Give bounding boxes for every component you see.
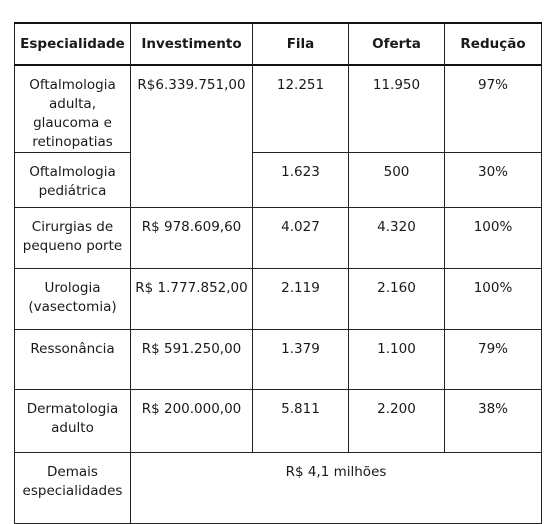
table-row: Demais especialidades R$ 4,1 milhões (14, 452, 542, 524)
cell-demais-total: R$ 4,1 milhões (130, 452, 542, 524)
header-fila: Fila (252, 22, 349, 66)
cell-fila: 1.379 (252, 329, 349, 390)
cell-investimento: R$ 978.609,60 (130, 207, 253, 269)
cell-especialidade: Demais especialidades (14, 452, 131, 524)
cell-especialidade: Cirurgias de pequeno porte (14, 207, 131, 269)
cell-oferta: 2.160 (348, 268, 445, 330)
table-row: Urologia (vasectomia) R$ 1.777.852,00 2.… (14, 268, 542, 330)
cell-investimento: R$6.339.751,00 (130, 64, 253, 208)
table-row: Dermatologia adulto R$ 200.000,00 5.811 … (14, 389, 542, 453)
table-row: Oftalmologia adulta, glaucoma e retinopa… (14, 64, 542, 208)
cell-reducao: 38% (444, 389, 542, 453)
header-reducao: Redução (444, 22, 542, 66)
cell-fila: 2.119 (252, 268, 349, 330)
cell-oferta: 11.950 (348, 64, 445, 153)
cell-reducao: 97% (444, 64, 542, 153)
cell-oferta: 1.100 (348, 329, 445, 390)
table-row: Oftalmologia pediátrica 1.623 500 30% (14, 152, 542, 208)
cell-fila: 5.811 (252, 389, 349, 453)
cell-fila: 4.027 (252, 207, 349, 269)
cell-investimento: R$ 591.250,00 (130, 329, 253, 390)
cell-especialidade: Oftalmologia adulta, glaucoma e retinopa… (14, 64, 131, 153)
cell-reducao: 79% (444, 329, 542, 390)
cell-reducao: 30% (444, 152, 542, 208)
cell-oferta: 4.320 (348, 207, 445, 269)
header-investimento: Investimento (130, 22, 253, 66)
cell-especialidade: Ressonância (14, 329, 131, 390)
cell-investimento: R$ 1.777.852,00 (130, 268, 253, 330)
cell-especialidade: Urologia (vasectomia) (14, 268, 131, 330)
cell-reducao: 100% (444, 268, 542, 330)
table-row: Cirurgias de pequeno porte R$ 978.609,60… (14, 207, 542, 269)
cell-oferta: 500 (348, 152, 445, 208)
cell-especialidade: Oftalmologia pediátrica (14, 152, 131, 208)
table-header-row: Especialidade Investimento Fila Oferta R… (14, 22, 542, 66)
cell-especialidade: Dermatologia adulto (14, 389, 131, 453)
cell-investimento: R$ 200.000,00 (130, 389, 253, 453)
cell-reducao: 100% (444, 207, 542, 269)
table-row: Ressonância R$ 591.250,00 1.379 1.100 79… (14, 329, 542, 390)
cell-oferta: 2.200 (348, 389, 445, 453)
cell-fila: 12.251 (252, 64, 349, 153)
header-oferta: Oferta (348, 22, 445, 66)
cell-fila: 1.623 (252, 152, 349, 208)
header-especialidade: Especialidade (14, 22, 131, 66)
specialties-table: Especialidade Investimento Fila Oferta R… (14, 22, 542, 524)
